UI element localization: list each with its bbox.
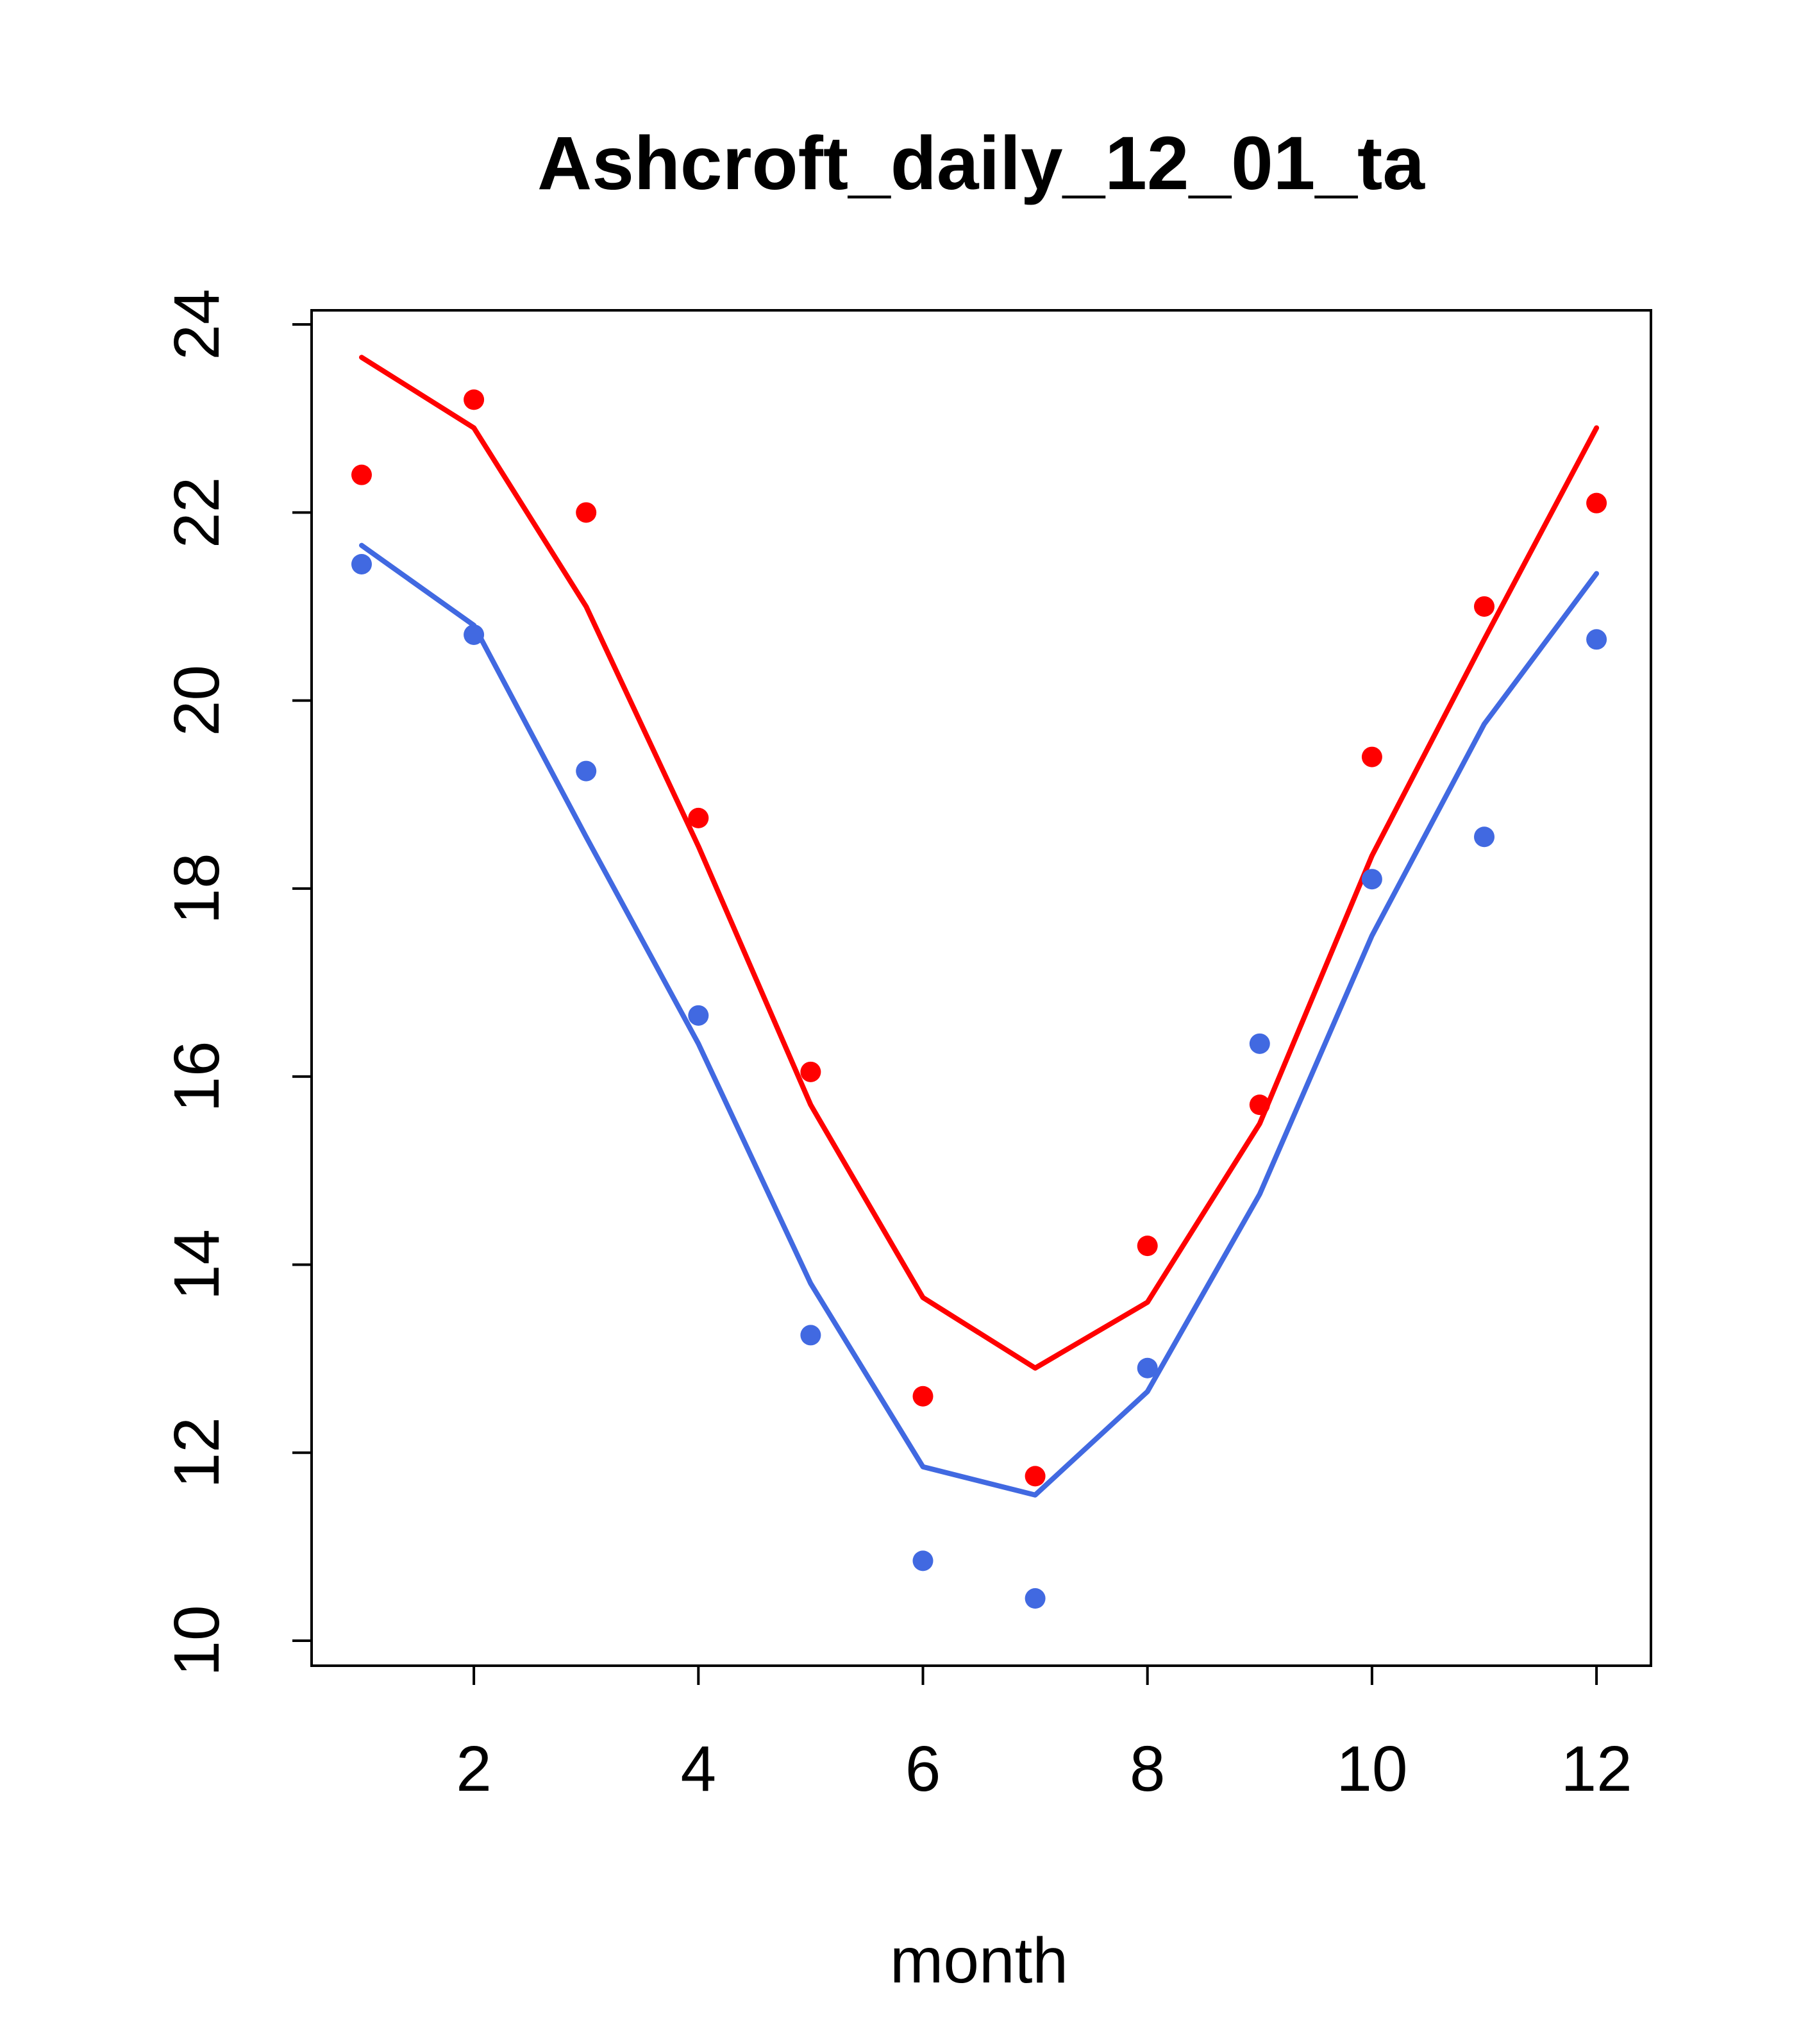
red-points-marker	[1474, 596, 1495, 617]
plot-border	[310, 309, 1652, 1667]
blue-points-marker	[1361, 869, 1382, 890]
y-tick-label: 10	[161, 1605, 233, 1676]
x-tick-label: 8	[1130, 1733, 1166, 1805]
red-points-marker	[464, 389, 485, 410]
blue-points-marker	[576, 760, 597, 782]
red-points-marker	[1361, 746, 1382, 767]
blue-line	[359, 542, 1600, 1498]
blue-points-marker	[1586, 629, 1607, 650]
chart-title: Ashcroft_daily_12_01_ta	[537, 121, 1425, 206]
red-line	[359, 355, 1600, 1371]
x-tick-label: 4	[680, 1733, 716, 1805]
y-tick-label: 18	[161, 853, 233, 924]
red-points-marker	[1249, 1094, 1270, 1116]
y-tick-label: 16	[161, 1041, 233, 1112]
blue-points-marker	[1249, 1033, 1270, 1054]
y-tick-label: 20	[161, 665, 233, 736]
red-points-marker	[688, 807, 709, 828]
red-points-marker	[576, 502, 597, 523]
red-points-marker	[800, 1061, 821, 1082]
red-points-marker	[912, 1386, 934, 1407]
y-tick-label: 24	[161, 289, 233, 360]
red-points-marker	[1586, 492, 1607, 514]
x-tick-label: 2	[456, 1733, 492, 1805]
red-points-marker	[1137, 1236, 1158, 1257]
blue-points-marker	[464, 624, 485, 645]
y-tick-label: 14	[161, 1229, 233, 1300]
blue-points-marker	[1025, 1588, 1046, 1609]
blue-points-marker	[912, 1550, 934, 1571]
y-tick-label: 12	[161, 1417, 233, 1488]
red-points-marker	[351, 464, 372, 485]
x-axis-label: month	[890, 1925, 1068, 1997]
x-tick-label: 10	[1336, 1733, 1407, 1805]
blue-points-marker	[1137, 1357, 1158, 1378]
red-points-marker	[1025, 1466, 1046, 1487]
blue-points-marker	[688, 1005, 709, 1026]
blue-points-marker	[800, 1325, 821, 1346]
x-tick-label: 12	[1561, 1733, 1632, 1805]
blue-points-marker	[351, 553, 372, 574]
y-tick-label: 22	[161, 477, 233, 548]
x-tick-label: 6	[905, 1733, 941, 1805]
blue-points-marker	[1474, 826, 1495, 848]
